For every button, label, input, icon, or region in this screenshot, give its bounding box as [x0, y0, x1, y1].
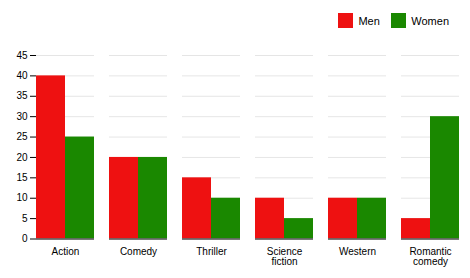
svg-text:25: 25	[16, 131, 28, 142]
svg-text:30: 30	[16, 110, 28, 121]
svg-text:10: 10	[16, 192, 28, 203]
svg-text:45: 45	[16, 49, 28, 60]
svg-text:35: 35	[16, 90, 28, 101]
html-text:Women: Women	[411, 14, 449, 27]
svg-text:Sciencefiction: Sciencefiction	[267, 246, 303, 267]
svg-text:Romanticcomedy: Romanticcomedy	[409, 246, 451, 267]
svg-text:0: 0	[22, 233, 28, 244]
svg-text:15: 15	[16, 172, 28, 183]
svg-text:Thriller: Thriller	[196, 246, 227, 257]
svg-text:5: 5	[22, 212, 28, 223]
svg-text:20: 20	[16, 151, 28, 162]
svg-text:40: 40	[16, 70, 28, 81]
svg-text:Action: Action	[52, 246, 80, 257]
html-text:Men: Men	[358, 14, 380, 27]
svg-text:Comedy: Comedy	[120, 246, 157, 257]
svg-text:Western: Western	[339, 246, 376, 257]
